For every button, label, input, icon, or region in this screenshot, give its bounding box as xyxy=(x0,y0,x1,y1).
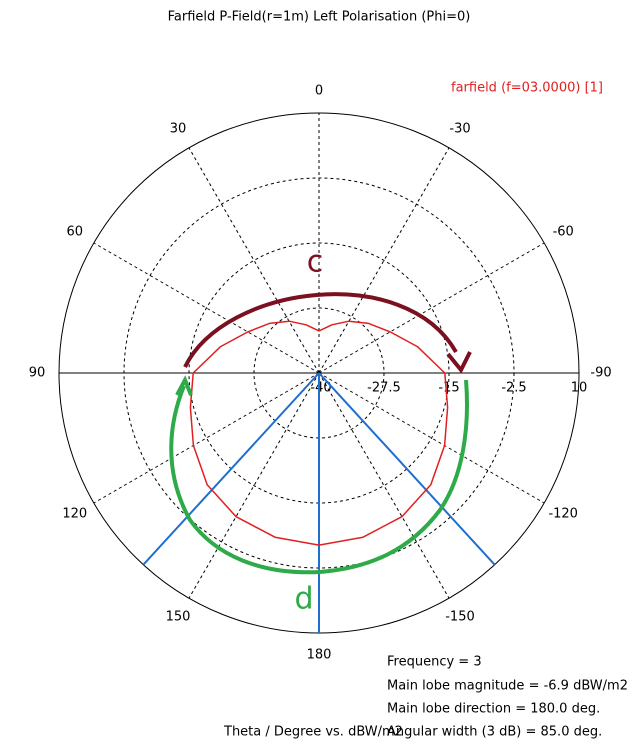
legend-entry: farfield (f=03.0000) [1] xyxy=(451,81,603,96)
r-tick-label: -27.5 xyxy=(367,381,401,396)
theta-tick-label: -30 xyxy=(449,121,470,136)
grid-spoke xyxy=(318,147,450,374)
theta-tick-label: 30 xyxy=(170,121,187,136)
x-axis-label: Theta / Degree vs. dBW/m2 xyxy=(223,725,403,740)
plot-area: -40 -27.5 -15 -2.5 10 0 30 60 90 120 150 180 -150 -12… xyxy=(29,84,612,663)
theta-tick-label: 150 xyxy=(166,610,191,625)
theta-tick-label: 0 xyxy=(315,84,323,99)
hand-arrow xyxy=(169,379,469,575)
series-line xyxy=(189,320,449,546)
theta-tick-label: 120 xyxy=(62,507,87,522)
theta-tick-label: 180 xyxy=(307,648,332,663)
r-tick-label: 10 xyxy=(571,381,588,396)
grid-spoke xyxy=(318,372,545,504)
theta-tick-label: -60 xyxy=(553,225,574,240)
theta-tick-label: 90 xyxy=(29,366,46,381)
info-line: Main lobe magnitude = -6.9 dBW/m2 xyxy=(387,679,628,694)
info-line: Angular width (3 dB) = 85.0 deg. xyxy=(387,725,602,740)
hand-arrowhead xyxy=(175,375,193,396)
theta-tick-label: -120 xyxy=(548,507,578,522)
grid-spoke xyxy=(188,372,320,599)
hand-arrow xyxy=(183,292,458,368)
lobe-marker xyxy=(142,372,320,566)
info-line: Frequency = 3 xyxy=(387,655,482,670)
chart-title: Farfield P-Field(r=1m) Left Polarisation… xyxy=(168,10,471,25)
theta-tick-label: -90 xyxy=(590,366,611,381)
grid-spoke xyxy=(93,242,320,374)
r-tick-label: -15 xyxy=(438,381,459,396)
hand-drawing: c d xyxy=(169,245,472,617)
theta-tick-label: -150 xyxy=(445,610,475,625)
grid-spoke xyxy=(318,372,450,599)
lobe-marker xyxy=(318,372,496,566)
annotation: c xyxy=(307,245,324,280)
info-line: Main lobe direction = 180.0 deg. xyxy=(387,702,600,717)
hand-arrowhead xyxy=(446,351,472,374)
annotation: d xyxy=(294,582,313,617)
theta-tick-label: 60 xyxy=(67,225,84,240)
r-tick-label: -2.5 xyxy=(501,381,526,396)
r-tick-label: -40 xyxy=(310,381,331,396)
grid-spoke xyxy=(318,242,545,374)
grid-spoke xyxy=(93,372,320,504)
grid-spoke xyxy=(188,147,320,374)
